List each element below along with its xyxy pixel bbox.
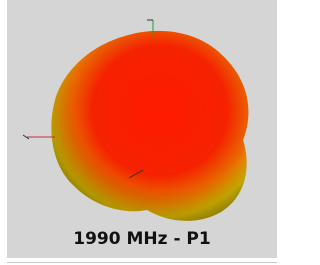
pattern-card: 1990 MHz - P1 — [7, 0, 277, 258]
radiation-pattern — [7, 0, 277, 228]
page: {"caption": "1990 MHz - P1"} 1990 MHz - … — [0, 0, 283, 265]
divider — [7, 262, 277, 263]
pattern-shading — [51, 31, 248, 221]
caption: 1990 MHz - P1 — [7, 229, 277, 249]
